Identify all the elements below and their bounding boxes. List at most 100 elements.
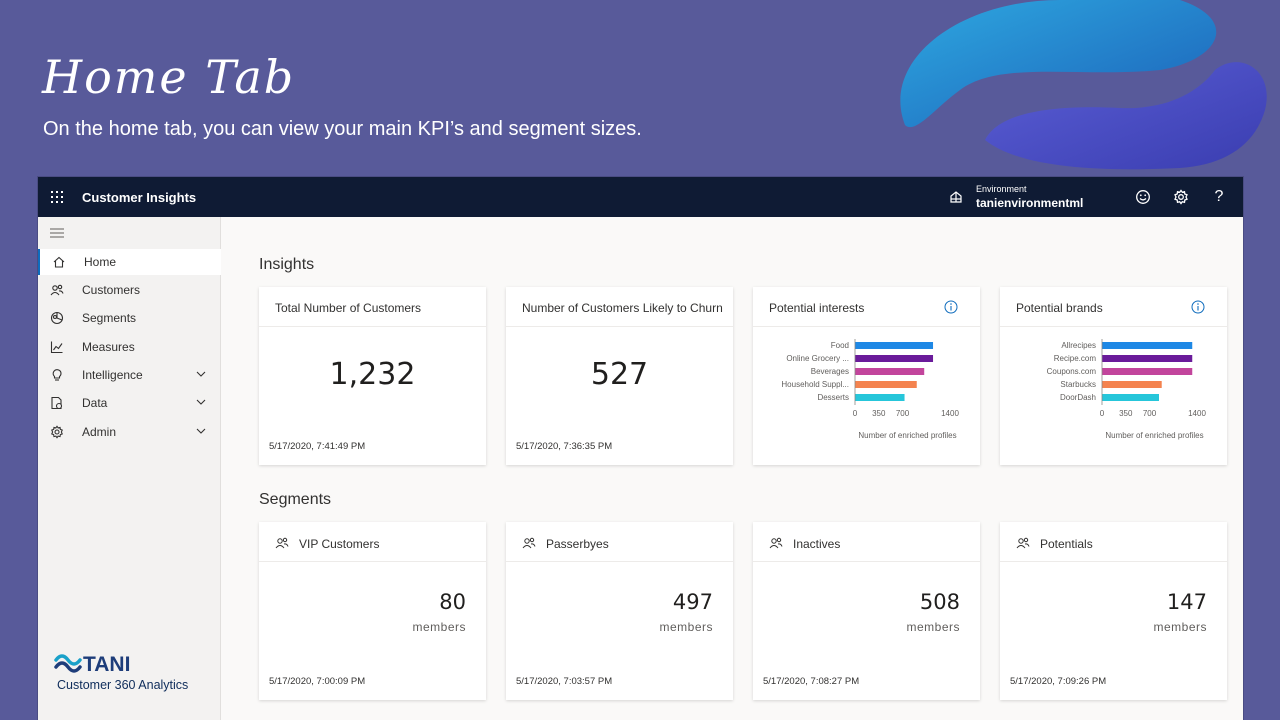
sidebar-item-label: Customers xyxy=(82,283,141,297)
environment-name[interactable]: tanienvironmentml xyxy=(976,196,1084,210)
brand-tagline: Customer 360 Analytics xyxy=(57,678,189,692)
card-timestamp: 5/17/2020, 7:09:26 PM xyxy=(1010,676,1107,687)
card-title: Potential interests xyxy=(769,301,865,315)
bar xyxy=(855,355,934,362)
kpi-value: 527 xyxy=(590,357,649,392)
sidebar-item-label: Admin xyxy=(82,425,117,439)
card-header: Total Number of Customers xyxy=(259,287,486,327)
people-icon xyxy=(275,537,289,549)
sidebar-item-intelligence[interactable]: Intelligence xyxy=(38,362,221,388)
card-title: Potential brands xyxy=(1016,301,1103,315)
info-icon[interactable] xyxy=(944,300,958,314)
slide-subtitle: On the home tab, you can view your main … xyxy=(43,118,642,140)
category-label: Household Suppl... xyxy=(781,380,849,389)
category-label: Recipe.com xyxy=(1054,354,1097,363)
segment-count: 497 xyxy=(672,590,713,614)
kpi-card-total-customers[interactable]: Total Number of Customers 1,232 5/17/202… xyxy=(259,287,486,465)
decorative-swirl xyxy=(900,0,1267,170)
chart-card-interests[interactable]: Potential interests Food Online Grocery .… xyxy=(753,287,980,465)
people-icon xyxy=(1016,537,1030,549)
settings-icon xyxy=(51,425,63,439)
card-title: Passerbyes xyxy=(546,537,609,551)
card-title: Inactives xyxy=(793,537,841,551)
card-header: VIP Customers xyxy=(259,522,486,562)
brands-bar-chart: Allrecipes Recipe.com Coupons.com Starbucks… xyxy=(1047,339,1206,440)
hamburger-icon[interactable] xyxy=(50,228,64,238)
people-icon xyxy=(522,537,536,549)
chart-icon xyxy=(50,341,63,354)
chevron-down-icon[interactable] xyxy=(196,370,206,378)
sidebar-item-measures[interactable]: Measures xyxy=(38,334,221,360)
bar xyxy=(855,381,917,388)
sidebar: Home Customers Segments Measures Intelli… xyxy=(38,217,221,720)
segment-unit: members xyxy=(659,620,713,634)
people-icon xyxy=(50,284,64,296)
card-timestamp: 5/17/2020, 7:00:09 PM xyxy=(269,676,366,687)
sidebar-item-data[interactable]: Data xyxy=(38,390,221,416)
bar xyxy=(855,394,905,401)
segment-unit: members xyxy=(1153,620,1207,634)
segment-card-inactives[interactable]: Inactives 508 members 5/17/2020, 7:08:27… xyxy=(753,522,980,700)
waffle-icon[interactable] xyxy=(50,190,64,204)
segment-count: 80 xyxy=(439,590,466,614)
segment-card-potentials[interactable]: Potentials 147 members 5/17/2020, 7:09:2… xyxy=(1000,522,1227,700)
card-title: Potentials xyxy=(1040,537,1093,551)
card-timestamp: 5/17/2020, 7:03:57 PM xyxy=(516,676,613,687)
sidebar-item-customers[interactable]: Customers xyxy=(38,277,221,303)
segment-count: 147 xyxy=(1166,590,1207,614)
tick-label: 1400 xyxy=(1188,409,1206,418)
category-label: Coupons.com xyxy=(1047,367,1097,376)
segments-title: Segments xyxy=(259,491,332,508)
gear-icon xyxy=(1174,189,1188,205)
card-header: Potentials xyxy=(1000,522,1227,562)
bar xyxy=(1102,368,1193,375)
insights-title: Insights xyxy=(259,256,315,273)
chart-card-brands[interactable]: Potential brands Allrecipes Recipe.com Cou… xyxy=(1000,287,1227,465)
feedback-button[interactable] xyxy=(1134,188,1152,206)
sidebar-item-label: Data xyxy=(82,396,108,410)
info-icon[interactable] xyxy=(1191,300,1205,314)
settings-button[interactable] xyxy=(1172,188,1190,206)
card-title: Number of Customers Likely to Churn xyxy=(522,301,723,315)
lightbulb-icon xyxy=(52,369,62,381)
bar xyxy=(855,342,934,349)
tick-label: 350 xyxy=(1119,409,1133,418)
environment-label: Environment xyxy=(976,184,1027,194)
segment-card-passerbyes[interactable]: Passerbyes 497 members 5/17/2020, 7:03:5… xyxy=(506,522,733,700)
environment-icon xyxy=(950,191,962,203)
x-axis-label: Number of enriched profiles xyxy=(1105,431,1203,440)
tick-label: 350 xyxy=(872,409,886,418)
slide-title: Home Tab xyxy=(42,50,296,104)
chevron-down-icon[interactable] xyxy=(196,398,206,406)
sidebar-item-label: Segments xyxy=(82,311,137,325)
data-icon xyxy=(51,396,63,410)
sidebar-item-label: Intelligence xyxy=(82,368,143,382)
category-label: DoorDash xyxy=(1060,393,1096,402)
card-header: Potential brands xyxy=(1000,287,1227,327)
card-title: Total Number of Customers xyxy=(275,301,422,315)
sidebar-item-segments[interactable]: Segments xyxy=(38,305,221,331)
card-timestamp: 5/17/2020, 7:41:49 PM xyxy=(269,441,366,452)
card-timestamp: 5/17/2020, 7:08:27 PM xyxy=(763,676,860,687)
chevron-down-icon[interactable] xyxy=(196,427,206,435)
tani-logo: TANI xyxy=(54,653,130,676)
segment-unit: members xyxy=(906,620,960,634)
help-icon: ? xyxy=(1214,188,1224,205)
category-label: Starbucks xyxy=(1060,380,1096,389)
category-label: Online Grocery ... xyxy=(786,354,849,363)
sidebar-item-label: Home xyxy=(84,255,117,269)
bar xyxy=(1102,381,1162,388)
bar xyxy=(1102,342,1193,349)
category-label: Beverages xyxy=(811,367,849,376)
card-timestamp: 5/17/2020, 7:36:35 PM xyxy=(516,441,613,452)
sidebar-item-home[interactable]: Home xyxy=(38,249,221,275)
kpi-card-churn[interactable]: Number of Customers Likely to Churn 527 … xyxy=(506,287,733,465)
people-icon xyxy=(769,537,783,549)
app-name[interactable]: Customer Insights xyxy=(82,190,197,205)
card-header: Inactives xyxy=(753,522,980,562)
tick-label: 700 xyxy=(896,409,910,418)
help-button[interactable]: ? xyxy=(1210,188,1228,206)
segment-count: 508 xyxy=(919,590,960,614)
segment-card-vip[interactable]: VIP Customers 80 members 5/17/2020, 7:00… xyxy=(259,522,486,700)
sidebar-item-admin[interactable]: Admin xyxy=(38,419,221,445)
